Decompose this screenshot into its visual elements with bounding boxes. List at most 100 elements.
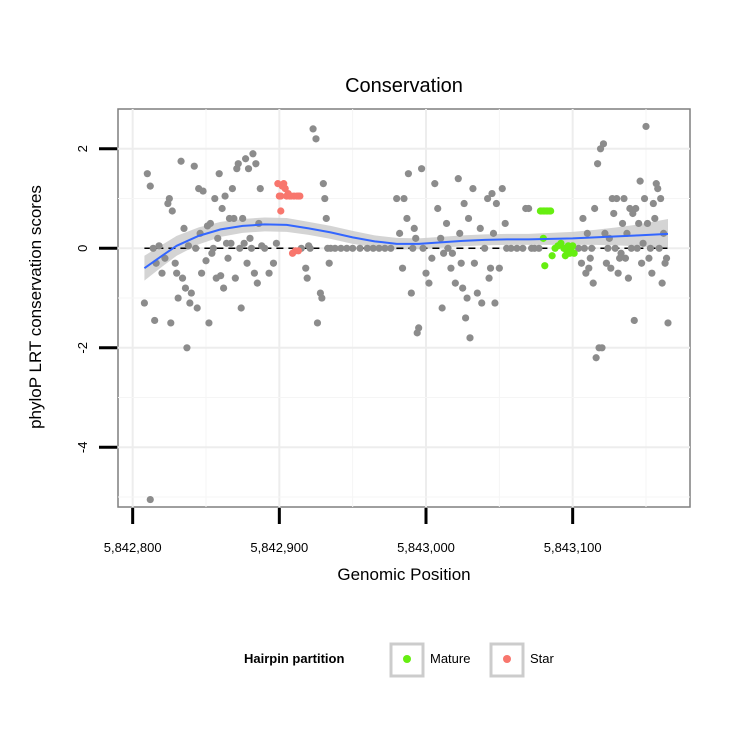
point-other bbox=[599, 140, 608, 148]
point-other bbox=[618, 219, 627, 228]
point-other bbox=[491, 299, 499, 307]
y-tick-label: -2 bbox=[75, 342, 90, 354]
point-other bbox=[398, 264, 407, 272]
point-other bbox=[473, 289, 481, 297]
point-other bbox=[492, 199, 500, 208]
point-other bbox=[396, 229, 404, 237]
point-other bbox=[199, 187, 207, 195]
point-other bbox=[627, 244, 635, 252]
point-other bbox=[639, 239, 647, 247]
point-other bbox=[143, 170, 151, 178]
point-other bbox=[322, 214, 330, 223]
point-other bbox=[158, 269, 166, 277]
point-other bbox=[591, 204, 599, 213]
point-other bbox=[470, 259, 478, 267]
confidence-band-area bbox=[144, 217, 668, 281]
point-other bbox=[302, 264, 310, 272]
point-other bbox=[431, 180, 439, 188]
point-other bbox=[349, 244, 357, 252]
point-other bbox=[498, 185, 506, 193]
data-points bbox=[140, 122, 672, 504]
y-axis-label: phyloP LRT conservation scores bbox=[26, 185, 45, 429]
point-other bbox=[321, 194, 329, 203]
point-other bbox=[220, 284, 228, 292]
point-other bbox=[312, 135, 320, 143]
point-other bbox=[167, 319, 175, 327]
point-other bbox=[448, 249, 456, 257]
point-other bbox=[306, 244, 314, 252]
point-other bbox=[343, 244, 351, 252]
point-other bbox=[313, 319, 322, 327]
point-other bbox=[242, 155, 250, 163]
point-other bbox=[463, 294, 471, 302]
point-other bbox=[447, 264, 455, 272]
y-tick-label: -4 bbox=[75, 442, 90, 454]
point-other bbox=[444, 244, 452, 252]
y-axis: -4 -2 0 2 bbox=[75, 145, 117, 453]
point-other bbox=[583, 229, 591, 237]
point-other bbox=[178, 274, 187, 282]
point-other bbox=[613, 194, 621, 203]
point-other bbox=[418, 165, 426, 173]
point-other bbox=[580, 244, 589, 252]
point-other bbox=[318, 294, 326, 302]
point-other bbox=[664, 319, 672, 327]
point-other bbox=[269, 259, 278, 267]
point-other bbox=[476, 224, 484, 232]
point-star bbox=[296, 192, 304, 200]
point-other bbox=[400, 194, 408, 203]
point-other bbox=[252, 160, 260, 168]
point-other bbox=[592, 354, 600, 362]
point-other bbox=[636, 177, 644, 185]
point-other bbox=[403, 214, 411, 223]
point-other bbox=[149, 244, 157, 252]
point-other bbox=[519, 244, 527, 252]
point-other bbox=[190, 162, 198, 170]
point-other bbox=[632, 204, 640, 213]
legend-dot-mature bbox=[403, 655, 411, 663]
point-other bbox=[180, 224, 188, 232]
point-mature bbox=[569, 242, 577, 250]
point-other bbox=[309, 125, 317, 133]
point-other bbox=[501, 219, 509, 228]
point-other bbox=[206, 219, 214, 228]
x-tick-label: 5,842,800 bbox=[104, 540, 162, 555]
plot-background bbox=[117, 108, 691, 508]
point-other bbox=[481, 244, 489, 252]
point-other bbox=[404, 170, 412, 178]
point-other bbox=[459, 284, 467, 292]
point-other bbox=[488, 189, 496, 198]
point-other bbox=[579, 214, 587, 223]
point-other bbox=[224, 254, 232, 262]
smooth-trend-line bbox=[143, 223, 669, 270]
point-other bbox=[457, 259, 465, 267]
point-other bbox=[638, 259, 646, 267]
point-other bbox=[205, 319, 213, 327]
point-other bbox=[654, 185, 662, 193]
point-other bbox=[249, 150, 257, 158]
point-other bbox=[250, 269, 258, 277]
legend-dot-star bbox=[503, 655, 511, 663]
point-other bbox=[586, 254, 594, 262]
point-star bbox=[294, 247, 302, 255]
point-other bbox=[624, 274, 633, 282]
point-other bbox=[437, 234, 445, 242]
point-other bbox=[611, 244, 619, 252]
point-other bbox=[589, 279, 597, 287]
point-other bbox=[451, 279, 459, 287]
point-other bbox=[253, 279, 261, 287]
point-other bbox=[303, 274, 311, 282]
point-other bbox=[604, 244, 612, 252]
point-other bbox=[246, 234, 254, 242]
point-mature bbox=[547, 207, 555, 215]
point-other bbox=[456, 229, 464, 237]
point-other bbox=[419, 244, 427, 252]
point-other bbox=[410, 224, 418, 232]
point-other bbox=[617, 249, 625, 257]
point-other bbox=[211, 194, 219, 203]
point-other bbox=[662, 254, 671, 262]
point-other bbox=[244, 165, 253, 173]
point-other bbox=[415, 324, 423, 332]
point-other bbox=[409, 244, 417, 252]
point-other bbox=[651, 214, 659, 223]
